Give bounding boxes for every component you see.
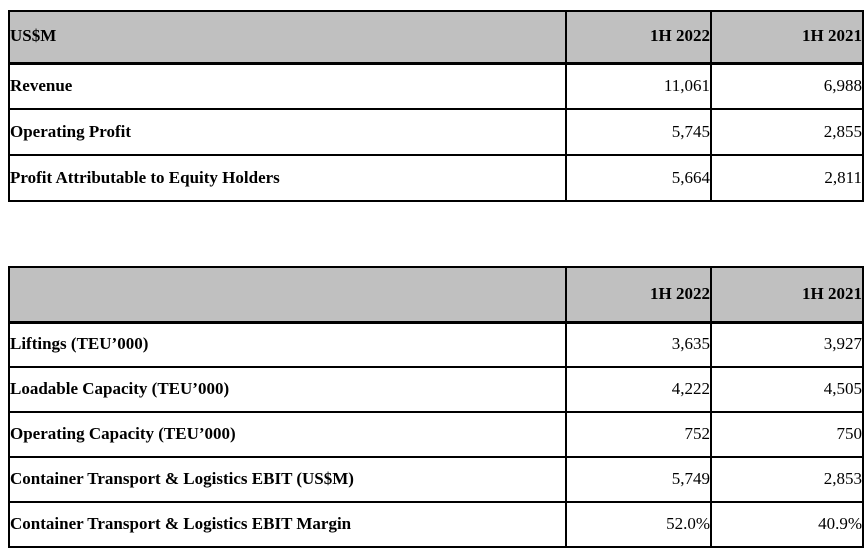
table-row: Container Transport & Logistics EBIT (US… — [8, 456, 864, 503]
value-1h2022: 4,222 — [565, 366, 712, 413]
value-1h2021: 750 — [710, 411, 864, 458]
table-row: Container Transport & Logistics EBIT Mar… — [8, 501, 864, 548]
row-label: Container Transport & Logistics EBIT (US… — [8, 456, 567, 503]
table-row: Operating Profit 5,745 2,855 — [8, 108, 864, 156]
value-1h2022: 3,635 — [565, 321, 712, 368]
column-header-1h2022: 1H 2022 — [565, 266, 712, 324]
value-1h2022: 52.0% — [565, 501, 712, 548]
column-header-1h2021: 1H 2021 — [710, 10, 864, 65]
value-1h2021: 2,853 — [710, 456, 864, 503]
column-header-1h2022: 1H 2022 — [565, 10, 712, 65]
column-header-blank — [8, 266, 567, 324]
value-1h2022: 752 — [565, 411, 712, 458]
row-label: Operating Profit — [8, 108, 567, 156]
value-1h2021: 6,988 — [710, 62, 864, 110]
financial-summary-table: US$M 1H 2022 1H 2021 Revenue 11,061 6,98… — [8, 10, 864, 202]
value-1h2022: 5,664 — [565, 154, 712, 202]
row-label: Revenue — [8, 62, 567, 110]
column-header-1h2021: 1H 2021 — [710, 266, 864, 324]
table-header-row: 1H 2022 1H 2021 — [8, 266, 864, 324]
table-header-row: US$M 1H 2022 1H 2021 — [8, 10, 864, 65]
row-label: Loadable Capacity (TEU’000) — [8, 366, 567, 413]
table-spacer — [8, 202, 862, 266]
value-1h2021: 2,811 — [710, 154, 864, 202]
table-row: Operating Capacity (TEU’000) 752 750 — [8, 411, 864, 458]
value-1h2022: 11,061 — [565, 62, 712, 110]
row-label: Operating Capacity (TEU’000) — [8, 411, 567, 458]
value-1h2022: 5,745 — [565, 108, 712, 156]
row-label: Liftings (TEU’000) — [8, 321, 567, 368]
column-header-unit: US$M — [8, 10, 567, 65]
value-1h2021: 4,505 — [710, 366, 864, 413]
value-1h2021: 40.9% — [710, 501, 864, 548]
value-1h2021: 2,855 — [710, 108, 864, 156]
value-1h2021: 3,927 — [710, 321, 864, 368]
value-1h2022: 5,749 — [565, 456, 712, 503]
document-content: US$M 1H 2022 1H 2021 Revenue 11,061 6,98… — [8, 10, 864, 548]
row-label: Container Transport & Logistics EBIT Mar… — [8, 501, 567, 548]
row-label: Profit Attributable to Equity Holders — [8, 154, 567, 202]
table-row: Revenue 11,061 6,988 — [8, 62, 864, 110]
operations-metrics-table: 1H 2022 1H 2021 Liftings (TEU’000) 3,635… — [8, 266, 864, 548]
table-row: Liftings (TEU’000) 3,635 3,927 — [8, 321, 864, 368]
table-row: Profit Attributable to Equity Holders 5,… — [8, 154, 864, 202]
table-row: Loadable Capacity (TEU’000) 4,222 4,505 — [8, 366, 864, 413]
